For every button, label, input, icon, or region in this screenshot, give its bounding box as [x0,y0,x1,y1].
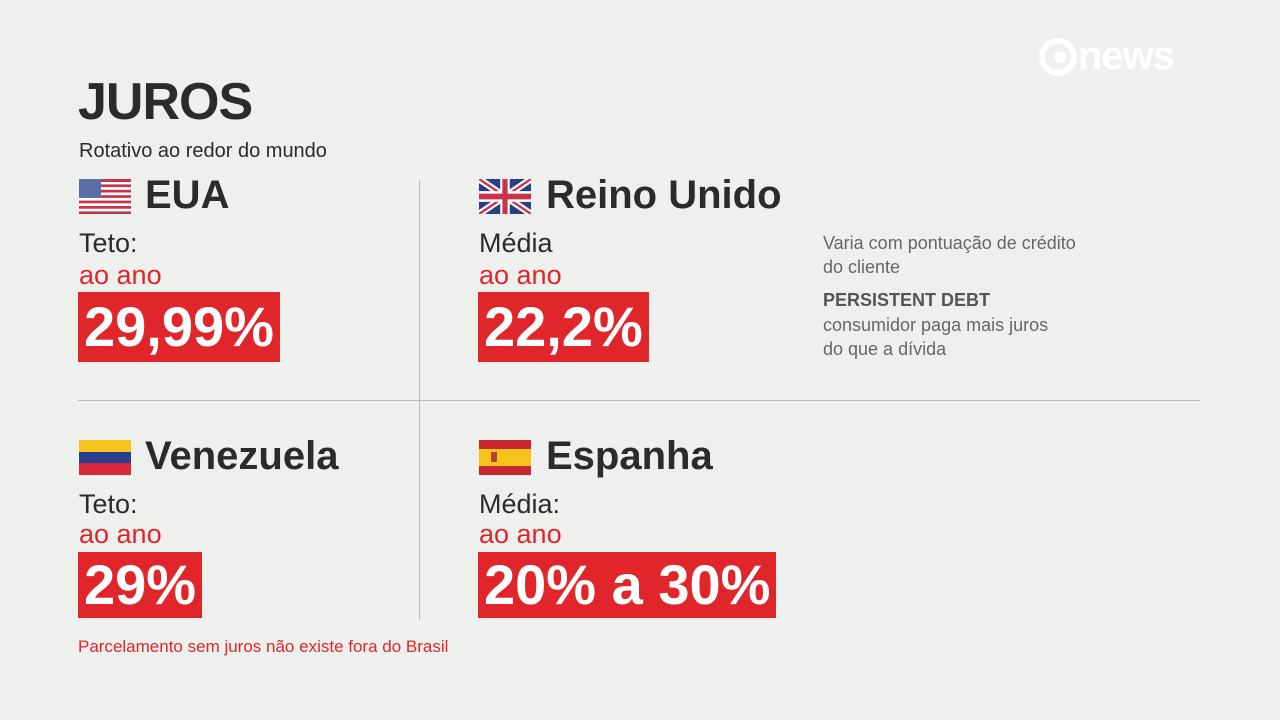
label: Teto: [79,228,138,258]
subtitle: Rotativo ao redor do mundo [79,140,327,162]
flag [79,440,131,475]
logo-text: news [1078,34,1175,78]
period: ao ano [79,519,162,549]
label: Teto: [79,489,138,519]
country: Venezuela [145,434,339,478]
rate: 29,99% [78,292,280,362]
logo-icon [1039,37,1077,76]
period: ao ano [479,519,562,549]
country: Reino Unido [546,173,782,217]
rate: 29% [78,552,203,618]
period: ao ano [79,260,162,290]
flag [479,179,531,214]
country: Espanha [546,434,713,478]
divider [78,400,1200,401]
label: Média: [479,489,561,519]
note: do cliente [823,257,901,277]
rate: 22,2% [478,292,649,362]
footnote: Parcelamento sem juros não existe fora d… [78,637,449,656]
rate: 20% a 30% [478,552,777,618]
title: JUROS [78,73,253,131]
note: do que a dívida [823,339,947,359]
logo: news [1038,34,1175,79]
flag [79,179,131,214]
note-heading: PERSISTENT DEBT [823,290,991,310]
note: consumidor paga mais juros [823,315,1049,335]
flag [479,440,531,475]
note: Varia com pontuação de crédito [823,233,1076,253]
period: ao ano [479,260,562,290]
label: Média [479,228,553,258]
country: EUA [145,173,230,217]
